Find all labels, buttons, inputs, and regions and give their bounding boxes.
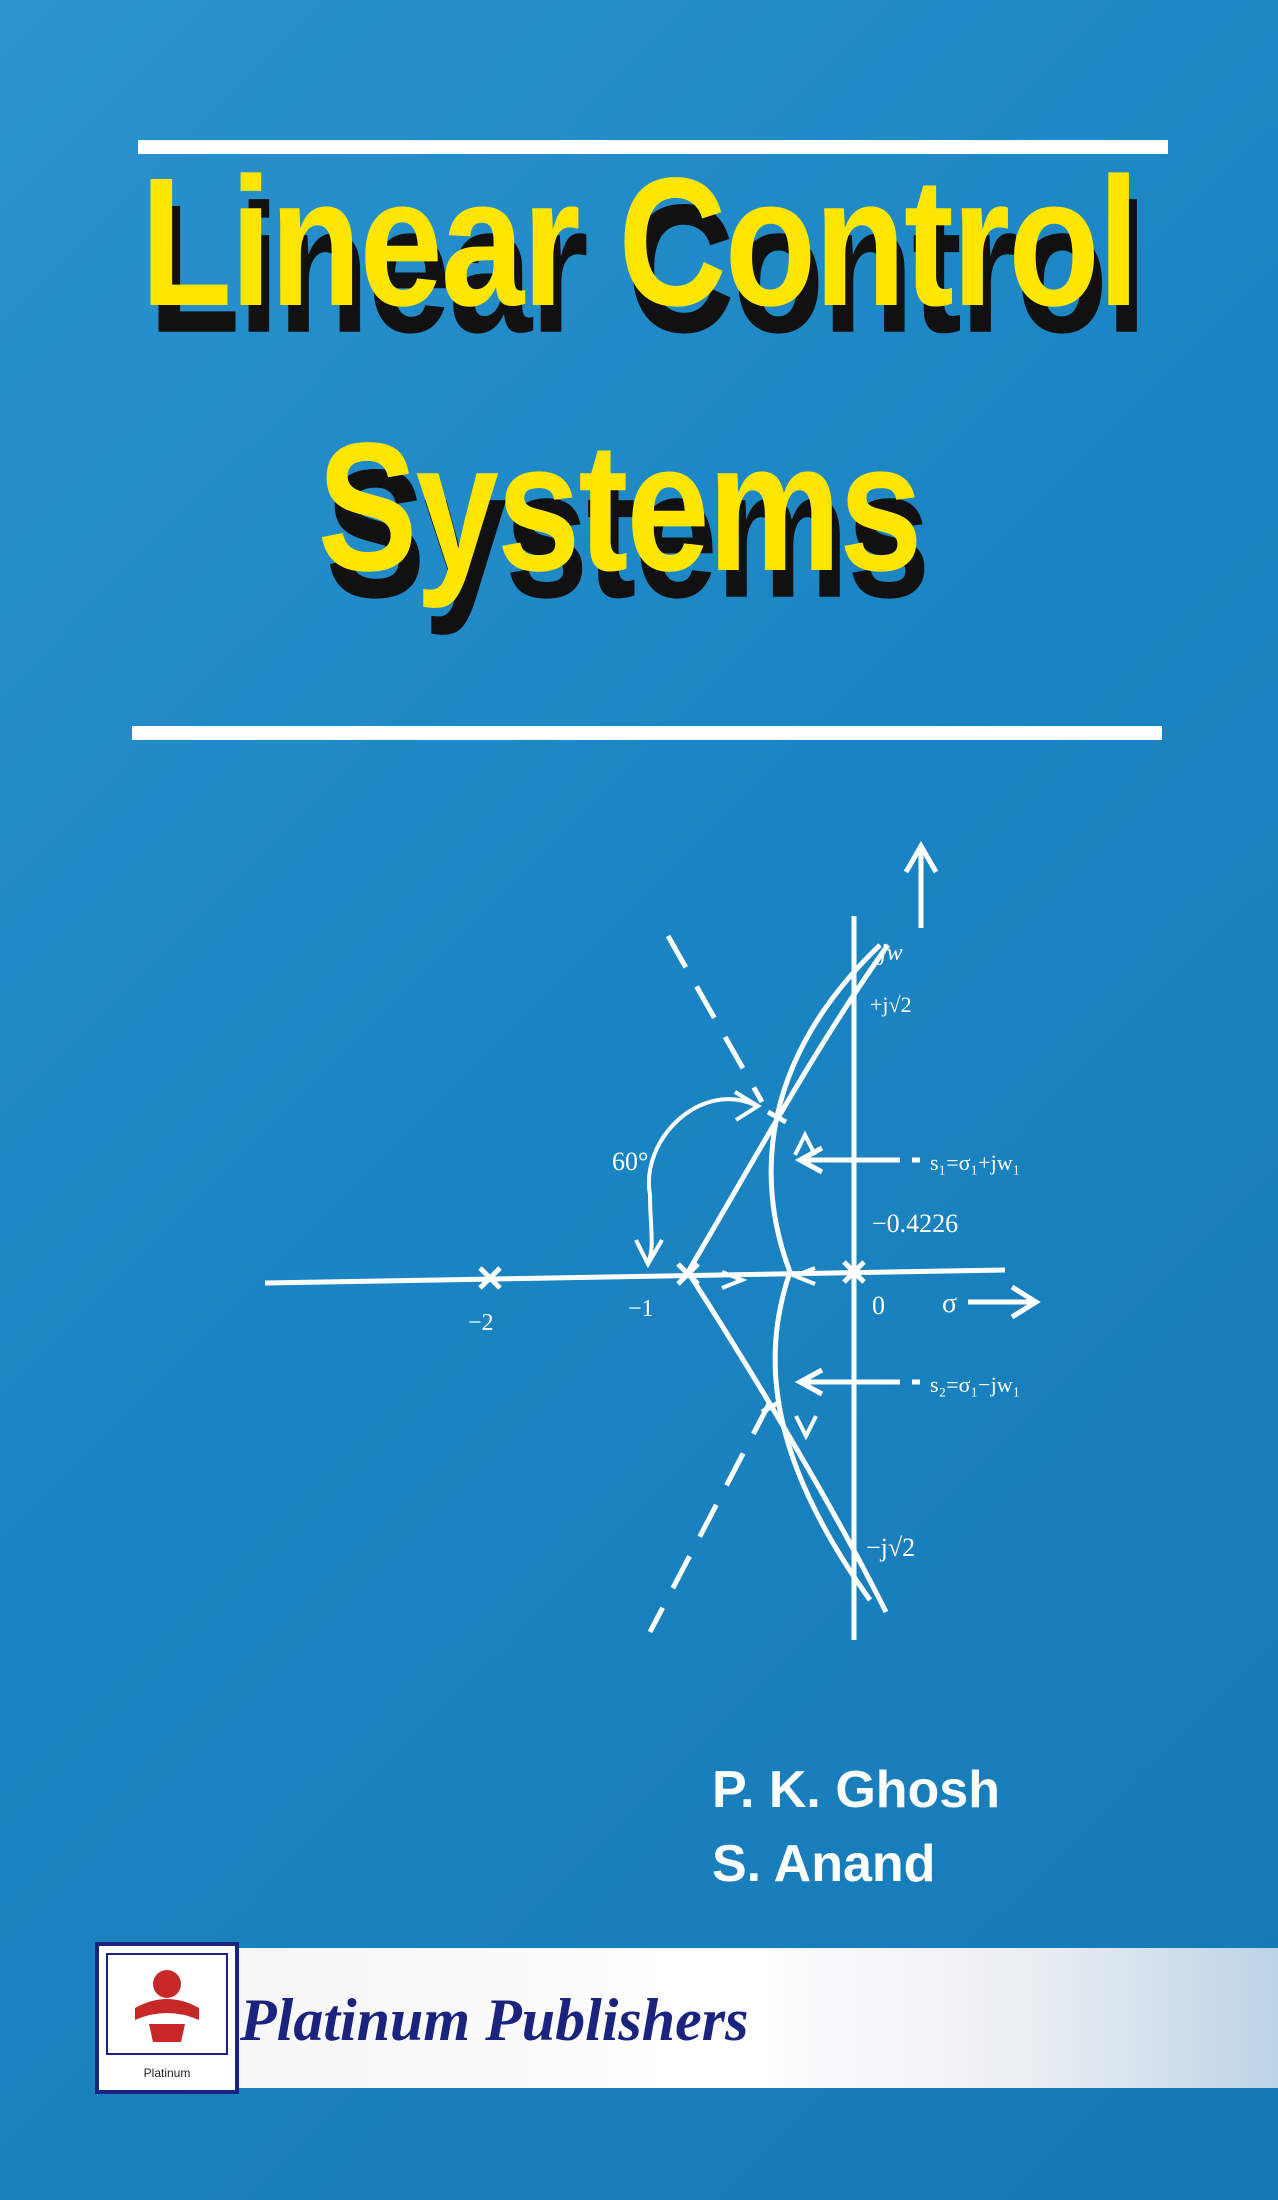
jw-label: jw (877, 940, 903, 966)
s1-pointer (794, 1145, 920, 1175)
minus-j-root2-label: −j√2 (866, 1533, 915, 1562)
pole-marker-origin (842, 1260, 866, 1284)
locus-arrow-1 (721, 1270, 748, 1290)
angle-arc-head-bottom (634, 1238, 664, 1269)
angle-arc (646, 1097, 756, 1264)
origin-label: 0 (872, 1291, 885, 1320)
publisher-band (95, 1948, 1278, 2088)
s1-label: s₁=σ₁+jw₁ (930, 1150, 1020, 1175)
s2-label: s₂=σ₁−jw₁ (930, 1372, 1020, 1397)
title-line-2: Systems (317, 404, 922, 609)
author-2: S. Anand (712, 1835, 936, 1893)
minus-2-label: −2 (468, 1310, 494, 1336)
publisher-name: Platinum Publishers (240, 1987, 749, 2053)
locus-branch-lower (685, 1270, 889, 1614)
author-1: P. K. Ghosh (712, 1761, 1000, 1819)
locus-inner-curve (768, 943, 882, 1602)
minus-1-label: −1 (628, 1296, 654, 1322)
platinum-logo-icon (106, 1953, 228, 2055)
asymptote-lower (647, 1400, 773, 1634)
locus-arrow-3 (793, 1130, 817, 1156)
asymptote-upper (665, 934, 765, 1104)
locus-arrow-4 (794, 1415, 818, 1441)
top-rule (138, 140, 1168, 154)
angle-arc-head-top (733, 1090, 762, 1122)
sigma-label: σ (942, 1288, 957, 1319)
bottom-rule (132, 726, 1162, 740)
jw-arrow (903, 840, 939, 928)
breakaway-label: −0.4226 (872, 1209, 958, 1238)
locus-tick (766, 1109, 788, 1125)
angle-label: 60° (612, 1147, 648, 1176)
breakaway-marker (676, 1262, 700, 1286)
locus-branch-upper (685, 943, 891, 1274)
pole-marker-minus-2 (478, 1266, 502, 1290)
logo-label: Platinum (143, 2066, 191, 2080)
s2-pointer (794, 1367, 920, 1397)
locus-arrow-2 (789, 1266, 816, 1286)
plus-j-root2-label: +j√2 (870, 992, 912, 1017)
sigma-arrow (968, 1284, 1041, 1320)
title-line-1: Linear Control (140, 139, 1139, 344)
real-axis (264, 1267, 1006, 1286)
publisher-logo: Platinum (95, 1942, 239, 2094)
locus-tick (760, 1399, 782, 1415)
